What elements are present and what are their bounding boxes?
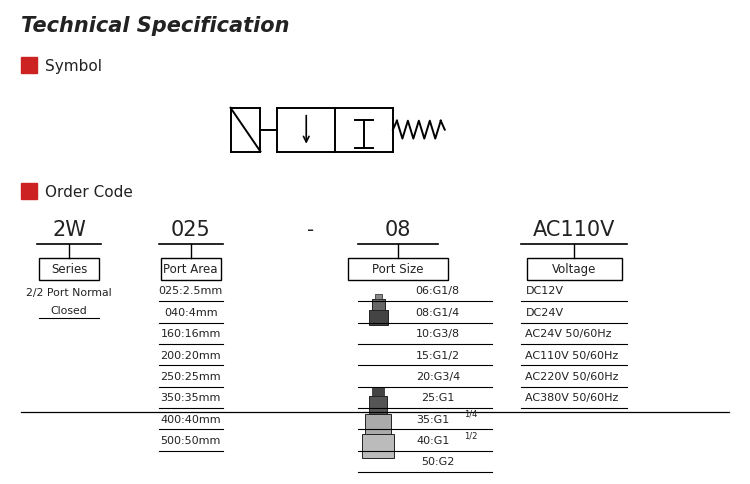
Text: 350:35mm: 350:35mm — [160, 393, 220, 403]
Text: 2W: 2W — [53, 220, 86, 240]
Text: Series: Series — [51, 263, 87, 276]
Text: Voltage: Voltage — [552, 263, 596, 276]
Text: Port Area: Port Area — [164, 263, 218, 276]
Text: Symbol: Symbol — [45, 59, 102, 74]
Text: 08: 08 — [385, 220, 411, 240]
Text: Closed: Closed — [51, 305, 88, 315]
Text: 1/2: 1/2 — [464, 430, 477, 439]
Text: 50:G2: 50:G2 — [421, 456, 454, 467]
Bar — [371, 299, 386, 310]
Text: AC220V 50/60Hz: AC220V 50/60Hz — [526, 371, 619, 381]
Bar — [39, 258, 99, 280]
Text: 200:20mm: 200:20mm — [160, 350, 221, 360]
Text: 10:G3/8: 10:G3/8 — [416, 329, 460, 338]
Bar — [348, 258, 448, 280]
Text: 250:25mm: 250:25mm — [160, 371, 221, 381]
Text: 40:G1: 40:G1 — [416, 435, 449, 445]
Bar — [369, 396, 387, 414]
Text: 20:G3/4: 20:G3/4 — [416, 371, 460, 381]
Text: AC110V 50/60Hz: AC110V 50/60Hz — [526, 350, 619, 360]
Bar — [527, 258, 622, 280]
Text: 025: 025 — [171, 220, 211, 240]
Bar — [374, 294, 382, 299]
Bar — [21, 58, 38, 74]
Text: DC12V: DC12V — [526, 286, 563, 296]
Text: 160:16mm: 160:16mm — [160, 329, 220, 338]
Text: AC24V 50/60Hz: AC24V 50/60Hz — [526, 329, 612, 338]
Text: 06:G1/8: 06:G1/8 — [416, 286, 460, 296]
Text: 25:G1: 25:G1 — [421, 393, 454, 403]
Bar — [365, 414, 391, 436]
Text: 500:50mm: 500:50mm — [160, 435, 220, 445]
Text: 1/4: 1/4 — [464, 409, 477, 418]
Text: 2/2 Port Normal: 2/2 Port Normal — [26, 287, 112, 297]
Text: Order Code: Order Code — [45, 184, 133, 199]
Text: 040:4mm: 040:4mm — [164, 307, 218, 317]
Bar — [21, 184, 38, 200]
Text: 35:G1: 35:G1 — [416, 414, 449, 424]
Text: 08:G1/4: 08:G1/4 — [416, 307, 460, 317]
Text: 025:2.5mm: 025:2.5mm — [158, 286, 223, 296]
Text: -: - — [307, 220, 314, 239]
Bar — [362, 434, 394, 458]
Bar — [372, 387, 384, 396]
Text: Technical Specification: Technical Specification — [21, 16, 290, 36]
Text: 400:40mm: 400:40mm — [160, 414, 221, 424]
Bar — [368, 310, 388, 325]
Text: AC110V: AC110V — [533, 220, 616, 240]
Bar — [160, 258, 220, 280]
Text: AC380V 50/60Hz: AC380V 50/60Hz — [526, 393, 619, 403]
Text: 15:G1/2: 15:G1/2 — [416, 350, 460, 360]
Text: DC24V: DC24V — [526, 307, 563, 317]
Text: Port Size: Port Size — [372, 263, 424, 276]
